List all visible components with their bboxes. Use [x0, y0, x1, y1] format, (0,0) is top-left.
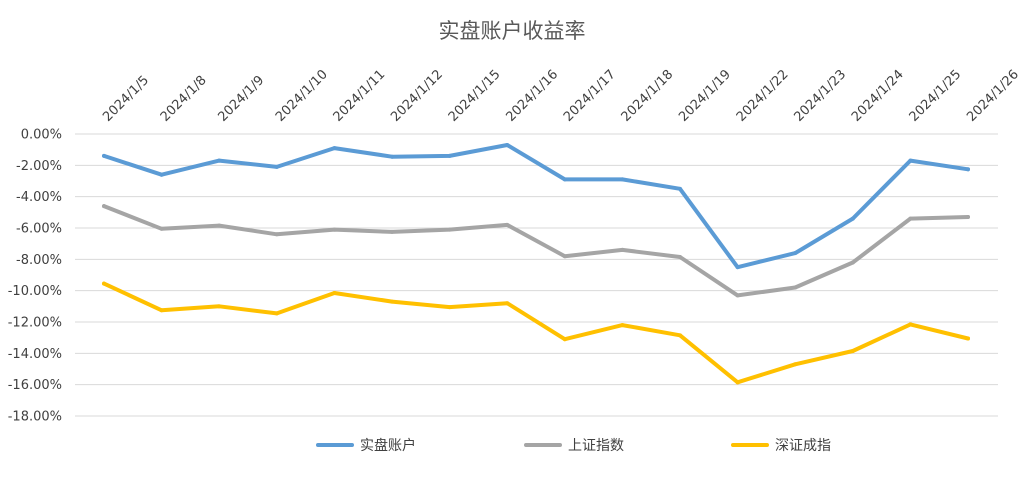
data-point	[390, 154, 394, 159]
y-tick-label: -8.00%	[16, 253, 62, 268]
y-axis-ticks: 0.00% -2.00% -4.00% -6.00% -8.00% -10.00% -12.…	[8, 128, 62, 425]
y-tick-label: -16.00%	[8, 378, 62, 393]
data-point	[102, 281, 106, 286]
data-point	[505, 301, 510, 306]
data-point	[850, 260, 855, 265]
chart-title: 实盘账户收益率	[439, 19, 586, 43]
data-point	[217, 223, 222, 228]
data-point	[908, 158, 913, 163]
data-point	[908, 216, 913, 221]
data-point	[908, 322, 913, 327]
data-point	[678, 333, 682, 338]
data-point	[390, 229, 394, 234]
data-point	[505, 142, 510, 147]
data-point	[793, 285, 798, 290]
data-point	[793, 362, 798, 367]
data-point	[102, 204, 106, 209]
data-point	[447, 227, 452, 232]
data-point	[102, 153, 106, 158]
data-point	[562, 254, 567, 259]
data-point	[159, 172, 164, 177]
data-point	[562, 337, 567, 342]
y-tick-label: -12.00%	[8, 316, 62, 331]
data-point	[274, 232, 279, 237]
data-point	[620, 247, 625, 252]
data-point	[735, 265, 740, 270]
data-point	[332, 291, 337, 296]
data-point	[966, 167, 970, 172]
legend-label: 上证指数	[568, 438, 624, 454]
data-point	[332, 146, 337, 151]
data-point	[447, 305, 452, 310]
data-point	[678, 186, 682, 191]
data-point	[505, 222, 510, 227]
data-point	[390, 299, 394, 304]
data-point	[850, 216, 855, 221]
data-point	[620, 323, 625, 328]
y-tick-label: -18.00%	[8, 410, 62, 425]
series-line-2	[102, 204, 970, 298]
series-line-1	[102, 143, 970, 270]
data-point	[274, 311, 279, 316]
data-point	[966, 336, 970, 341]
data-point	[217, 158, 222, 163]
series-lines	[102, 142, 970, 385]
data-point	[332, 227, 337, 232]
y-tick-label: -4.00%	[16, 190, 62, 205]
data-point	[620, 177, 625, 182]
data-point	[562, 177, 567, 182]
y-tick-label: -10.00%	[8, 284, 62, 299]
y-tick-label: -6.00%	[16, 222, 62, 237]
data-point	[447, 153, 452, 158]
data-point	[159, 308, 164, 313]
data-point	[274, 164, 279, 169]
data-point	[159, 226, 164, 231]
legend: 实盘账户 上证指数 深证成指	[316, 437, 831, 454]
data-point	[735, 380, 740, 385]
data-point	[678, 254, 682, 259]
data-point	[735, 293, 740, 298]
data-point	[966, 215, 970, 220]
data-point	[217, 304, 222, 309]
data-point	[850, 348, 855, 353]
data-point	[793, 251, 798, 256]
series-line-3	[102, 281, 970, 385]
legend-label: 实盘账户	[360, 437, 416, 454]
y-tick-label: 0.00%	[21, 128, 62, 143]
y-tick-label: -2.00%	[16, 159, 62, 174]
y-tick-label: -14.00%	[8, 347, 62, 362]
legend-label: 深证成指	[775, 438, 831, 454]
